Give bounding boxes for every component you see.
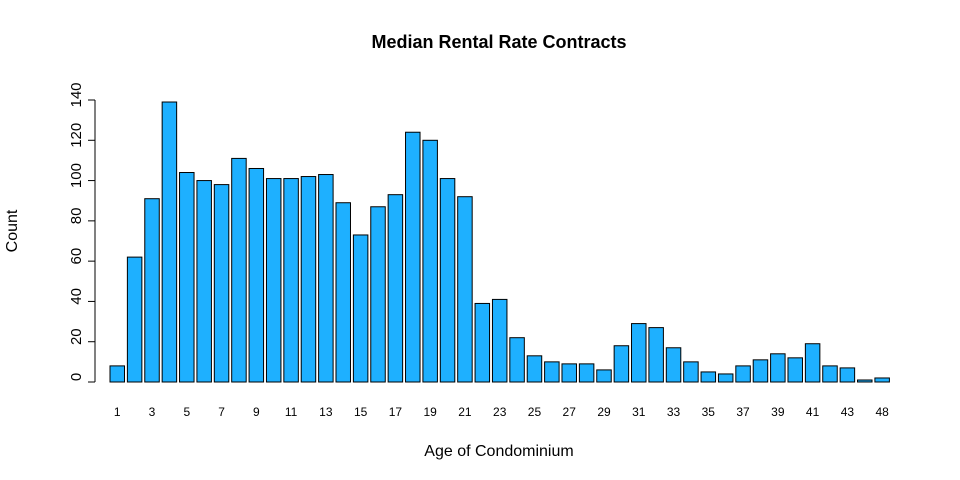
bar-21	[457, 196, 473, 383]
x-tick-label: 43	[841, 405, 855, 419]
bar-17	[387, 194, 404, 383]
bar-10	[265, 178, 282, 383]
bar-28	[578, 363, 595, 383]
bar-25	[526, 355, 543, 383]
chart-title: Median Rental Rate Contracts	[371, 32, 626, 52]
x-tick-label: 19	[423, 405, 437, 419]
x-tick-label: 5	[183, 405, 190, 419]
bar-23	[491, 298, 508, 383]
bar-41	[804, 343, 821, 383]
x-tick-label: 21	[458, 405, 472, 419]
bar-2	[126, 256, 143, 383]
x-tick-label: 48	[875, 405, 889, 419]
bars-group	[109, 101, 890, 383]
y-tick-label: 20	[68, 328, 85, 345]
y-tick-label: 100	[68, 163, 85, 188]
bar-6	[196, 180, 212, 383]
bar-18	[405, 131, 421, 383]
x-tick-label: 11	[285, 405, 298, 419]
bar-20	[439, 178, 456, 383]
x-tick-label: 9	[253, 405, 260, 419]
bar-27	[561, 363, 577, 383]
x-tick-label: 33	[667, 405, 681, 419]
bar-33	[665, 347, 682, 383]
x-tick-label: 35	[702, 405, 716, 419]
x-tick-label: 39	[771, 405, 785, 419]
bar-38	[752, 359, 769, 383]
bar-7	[213, 184, 230, 383]
bar-19	[422, 139, 438, 383]
bar-16	[370, 206, 386, 383]
x-tick-label: 3	[149, 405, 156, 419]
bar-40	[787, 357, 803, 383]
bar-35	[700, 371, 717, 383]
bar-37	[735, 365, 751, 383]
x-tick-label: 13	[319, 405, 333, 419]
x-axis-tick-labels: 1 3 5 7 9 11 13 15 17 19 21 23 25 27 29 31 33 35 37 39 41 43 4…	[114, 405, 889, 419]
x-tick-label: 27	[563, 405, 577, 419]
bar-36	[717, 373, 734, 383]
bar-30	[613, 345, 630, 383]
bar-24	[509, 337, 525, 383]
y-tick-label: 40	[68, 288, 85, 305]
bar-45	[857, 379, 873, 383]
x-tick-label: 29	[597, 405, 611, 419]
bar-39	[770, 353, 786, 383]
y-tick-label: 120	[68, 123, 85, 148]
bar-43	[839, 367, 856, 383]
bar-32	[648, 327, 664, 383]
bar-14	[335, 202, 351, 383]
bar-3	[144, 198, 160, 383]
bar-31	[631, 323, 647, 383]
x-tick-label: 15	[354, 405, 368, 419]
y-tick-label: 60	[68, 248, 85, 265]
bar-22	[474, 302, 491, 383]
x-tick-label: 25	[528, 405, 542, 419]
bar-15	[352, 234, 369, 383]
bar-8	[231, 157, 247, 383]
y-tick-label: 0	[68, 373, 85, 381]
bar-9	[248, 167, 265, 383]
bar-13	[318, 174, 334, 383]
bar-11	[283, 178, 299, 383]
y-tick-label: 140	[68, 82, 85, 107]
bar-26	[544, 361, 560, 383]
x-tick-label: 41	[806, 405, 820, 419]
x-tick-label: 17	[389, 405, 403, 419]
bar-34	[683, 361, 699, 383]
bar-42	[822, 365, 838, 383]
bar-4	[161, 101, 178, 383]
bar-5	[179, 172, 195, 383]
x-tick-label: 37	[736, 405, 750, 419]
x-tick-label: 31	[632, 405, 646, 419]
x-tick-label: 23	[493, 405, 507, 419]
y-tick-label: 80	[68, 208, 85, 225]
y-axis-label: Count	[4, 209, 21, 252]
bar-29	[596, 369, 612, 383]
bar-12	[300, 176, 317, 383]
x-tick-label: 7	[218, 405, 225, 419]
x-tick-label: 1	[114, 405, 121, 419]
y-axis: 0 20 40 60 80 100 120 140	[68, 82, 96, 383]
bar-1	[109, 365, 125, 383]
x-axis-label: Age of Condominium	[424, 443, 573, 460]
bar-48	[874, 377, 890, 383]
